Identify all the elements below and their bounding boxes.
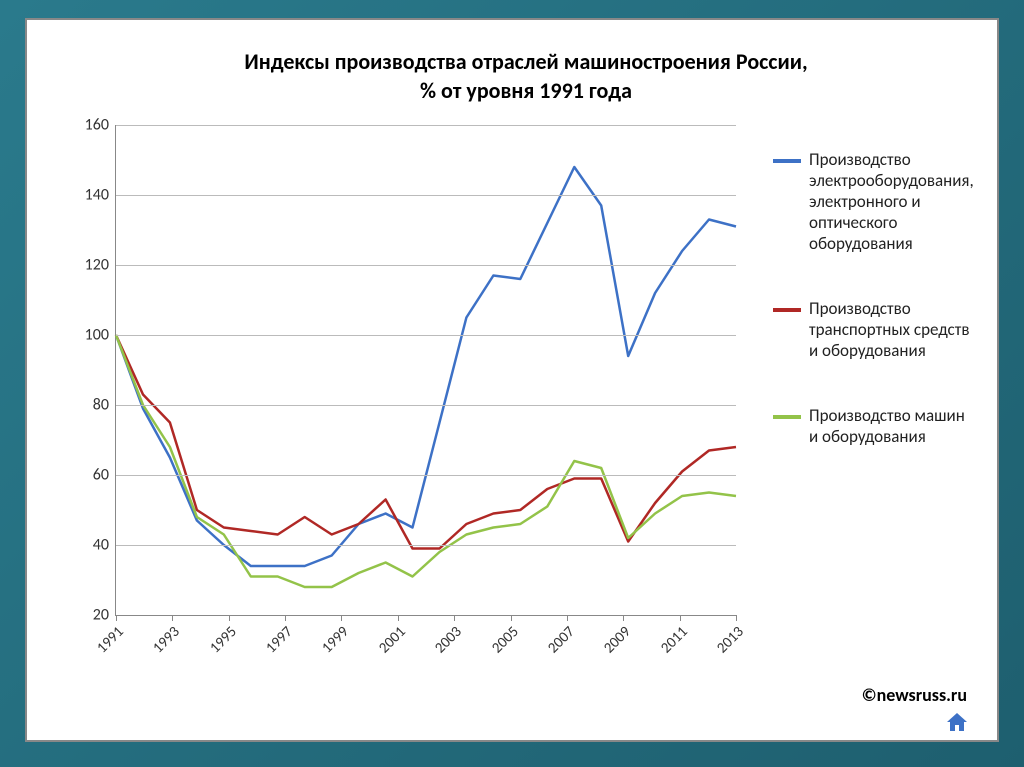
chart-body: 2040608010012014016019911993199519971999…	[75, 125, 977, 685]
legend-swatch	[773, 308, 801, 312]
chart-frame: Индексы производства отраслей машиностро…	[25, 18, 999, 742]
x-tick-label: 2001	[375, 623, 443, 691]
x-tick-label: 2003	[432, 623, 500, 691]
chart-title: Индексы производства отраслей машиностро…	[75, 48, 977, 105]
gridline-h	[116, 265, 736, 266]
home-icon[interactable]	[945, 712, 969, 732]
title-line-1: Индексы производства отраслей машиностро…	[244, 48, 807, 75]
x-tick-label: 1993	[150, 623, 218, 691]
legend-item: Производство электрооборудования, электр…	[773, 149, 974, 254]
x-tick-label: 1991	[93, 623, 161, 691]
legend-item: Производство машин и оборудования	[773, 405, 974, 447]
gridline-h	[116, 125, 736, 126]
x-tick-label: 2011	[657, 623, 725, 691]
gridline-h	[116, 405, 736, 406]
x-tick-mark	[398, 615, 399, 621]
x-tick-label: 1999	[319, 623, 387, 691]
gridline-h	[116, 545, 736, 546]
x-tick-mark	[172, 615, 173, 621]
x-tick-label: 1997	[263, 623, 331, 691]
gridline-h	[116, 195, 736, 196]
y-tick-label: 80	[75, 396, 109, 415]
line-series-svg	[116, 125, 736, 615]
x-tick-mark	[511, 615, 512, 621]
attribution-text: ©newsruss.ru	[862, 684, 967, 706]
series-line	[116, 335, 736, 549]
y-tick-label: 100	[75, 326, 109, 345]
gridline-h	[116, 335, 736, 336]
title-line-2: % от уровня 1991 года	[420, 77, 632, 104]
x-tick-mark	[623, 615, 624, 621]
y-tick-label: 60	[75, 466, 109, 485]
legend-label: Производство электрооборудования, электр…	[809, 149, 974, 254]
x-tick-mark	[454, 615, 455, 621]
x-tick-mark	[116, 615, 117, 621]
x-tick-mark	[567, 615, 568, 621]
x-tick-label: 2005	[488, 623, 556, 691]
y-tick-label: 20	[75, 606, 109, 625]
legend-label: Производство транспортных средств и обор…	[809, 298, 974, 361]
x-tick-mark	[736, 615, 737, 621]
x-tick-mark	[229, 615, 230, 621]
gridline-h	[116, 475, 736, 476]
series-line	[116, 167, 736, 566]
plot-area	[115, 125, 736, 616]
legend-item: Производство транспортных средств и обор…	[773, 298, 974, 361]
legend-swatch	[773, 159, 801, 163]
x-tick-label: 2007	[544, 623, 612, 691]
y-tick-label: 40	[75, 536, 109, 555]
legend-label: Производство машин и оборудования	[809, 405, 974, 447]
x-tick-label: 2009	[601, 623, 669, 691]
y-tick-label: 140	[75, 186, 109, 205]
y-tick-label: 160	[75, 116, 109, 135]
x-tick-mark	[680, 615, 681, 621]
x-tick-label: 1995	[206, 623, 274, 691]
x-tick-mark	[285, 615, 286, 621]
y-tick-label: 120	[75, 256, 109, 275]
legend: Производство электрооборудования, электр…	[755, 125, 984, 685]
plot-container: 2040608010012014016019911993199519971999…	[75, 125, 755, 685]
x-tick-mark	[341, 615, 342, 621]
slide-background: Индексы производства отраслей машиностро…	[0, 0, 1024, 767]
legend-swatch	[773, 415, 801, 419]
